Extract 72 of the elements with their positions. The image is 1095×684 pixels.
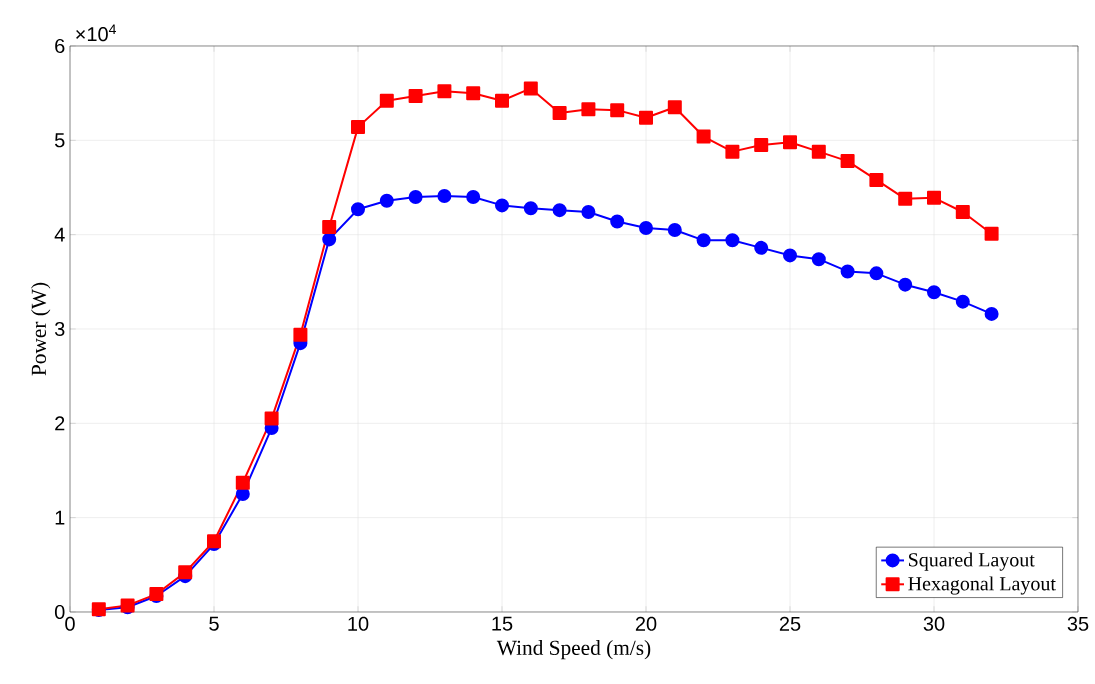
point (984, 226, 999, 241)
point (581, 205, 596, 220)
point (667, 222, 682, 237)
point (754, 138, 769, 153)
point (639, 110, 653, 125)
point (466, 189, 481, 204)
point (840, 264, 855, 279)
point (178, 565, 193, 580)
y-tick-label: 1 (55, 510, 65, 525)
x-tick-label: 15 (492, 616, 513, 631)
point (811, 252, 826, 267)
y-tick-label: 4 (54, 227, 65, 242)
point (408, 189, 423, 204)
point (552, 105, 567, 120)
y-tick-label: 2 (55, 416, 65, 431)
point (696, 233, 711, 248)
point (725, 144, 740, 159)
point (293, 327, 308, 342)
legend-label: Hexagonal Layout (908, 576, 1056, 595)
point (783, 248, 797, 263)
point (667, 100, 682, 115)
point (955, 294, 970, 309)
point (639, 221, 653, 236)
x-tick-label: 30 (923, 616, 945, 631)
point (955, 205, 970, 220)
legend-label: Squared Layout (909, 552, 1035, 571)
point (437, 84, 452, 99)
point (351, 202, 365, 217)
point (351, 120, 365, 135)
point (437, 188, 452, 203)
y-axis-title: Power (W) (31, 282, 51, 376)
y-tick-label: 3 (54, 321, 65, 337)
point (523, 201, 538, 216)
point (725, 233, 740, 248)
y-tick-label: 0 (54, 604, 65, 620)
x-tick-label: 20 (635, 616, 657, 631)
y-tick-label: 5 (54, 133, 65, 148)
point (523, 81, 538, 96)
point (696, 129, 711, 144)
point (783, 135, 797, 150)
x-tick-label: 35 (1067, 616, 1089, 631)
point (869, 172, 884, 187)
x-axis-title: Wind Speed (m/s) (496, 640, 651, 660)
point (408, 88, 423, 103)
x-tick-label: 10 (348, 616, 369, 631)
point (466, 86, 481, 101)
text: ×10$^{4}$ (76, 24, 117, 42)
x-tick-label: 25 (779, 616, 801, 631)
point (322, 220, 337, 235)
point (927, 190, 941, 205)
point (754, 240, 769, 255)
x-tick-label: 5 (209, 616, 219, 631)
point (840, 154, 855, 169)
point (264, 411, 279, 426)
x-tick-label: 0 (65, 616, 75, 631)
point (495, 198, 509, 213)
point (235, 475, 250, 490)
y-tick-label: 6 (55, 38, 65, 54)
point (552, 203, 567, 218)
point (322, 232, 337, 247)
point (927, 285, 941, 300)
point (379, 93, 394, 108)
point (379, 193, 394, 208)
point (811, 144, 826, 159)
point (898, 277, 913, 292)
point (610, 214, 625, 229)
point (869, 266, 884, 281)
point (610, 103, 625, 118)
point (898, 191, 913, 206)
point (495, 93, 509, 108)
point (984, 306, 999, 321)
point (581, 102, 596, 117)
